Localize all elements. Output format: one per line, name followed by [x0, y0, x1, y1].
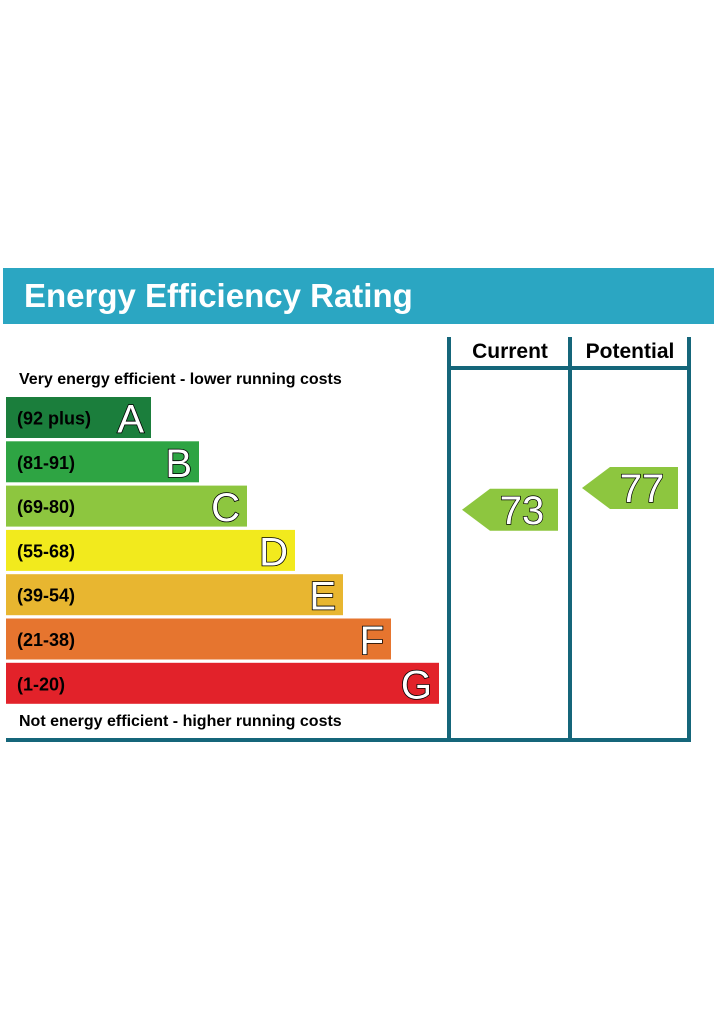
band-a: (92 plus) A [6, 397, 151, 442]
chart-frame [6, 337, 691, 742]
rating-arrow-potential [582, 466, 678, 509]
rating-arrows: 73 77 [462, 466, 678, 533]
rating-value-potential: 77 [620, 467, 665, 511]
top-caption: Very energy efficient - lower running co… [19, 371, 342, 388]
column-header-potential: Potential [586, 340, 675, 363]
rating-arrow-current [462, 488, 558, 531]
band-bar-e [6, 574, 343, 616]
band-range-a: (92 plus) [17, 409, 91, 429]
band-bar-g [6, 662, 439, 704]
band-range-c: (69-80) [17, 497, 75, 517]
band-letter-b: B [165, 442, 192, 486]
band-bar-d [6, 529, 295, 571]
band-bar-f [6, 618, 391, 660]
rating-current: 73 [462, 488, 558, 533]
band-range-d: (55-68) [17, 541, 75, 561]
title-bar [3, 268, 714, 324]
band-bar-b [6, 441, 199, 483]
band-range-f: (21-38) [17, 630, 75, 650]
band-g: (1-20) G [6, 662, 439, 708]
band-b: (81-91) B [6, 441, 199, 487]
chart-title: Energy Efficiency Rating [24, 277, 413, 314]
column-header-current: Current [472, 340, 548, 363]
band-letter-d: D [259, 530, 288, 574]
band-letter-a: A [117, 398, 144, 442]
band-letter-g: G [401, 663, 432, 707]
rating-value-current: 73 [500, 489, 545, 533]
bottom-caption: Not energy efficient - higher running co… [19, 713, 342, 730]
band-letter-f: F [360, 619, 384, 663]
band-e: (39-54) E [6, 574, 343, 620]
rating-potential: 77 [582, 466, 678, 512]
band-range-e: (39-54) [17, 586, 75, 606]
band-c: (69-80) C [6, 485, 247, 531]
band-d: (55-68) D [6, 530, 295, 575]
band-range-b: (81-91) [17, 453, 75, 473]
band-range-g: (1-20) [17, 674, 65, 694]
band-letter-e: E [309, 575, 336, 619]
band-letter-c: C [211, 486, 240, 530]
band-f: (21-38) F [6, 618, 391, 664]
rating-bands: (92 plus) A(81-91) B(69-80) C(55-68) D(39-54… [6, 397, 439, 708]
band-bar-c [6, 485, 247, 527]
band-bar-a [6, 397, 151, 438]
